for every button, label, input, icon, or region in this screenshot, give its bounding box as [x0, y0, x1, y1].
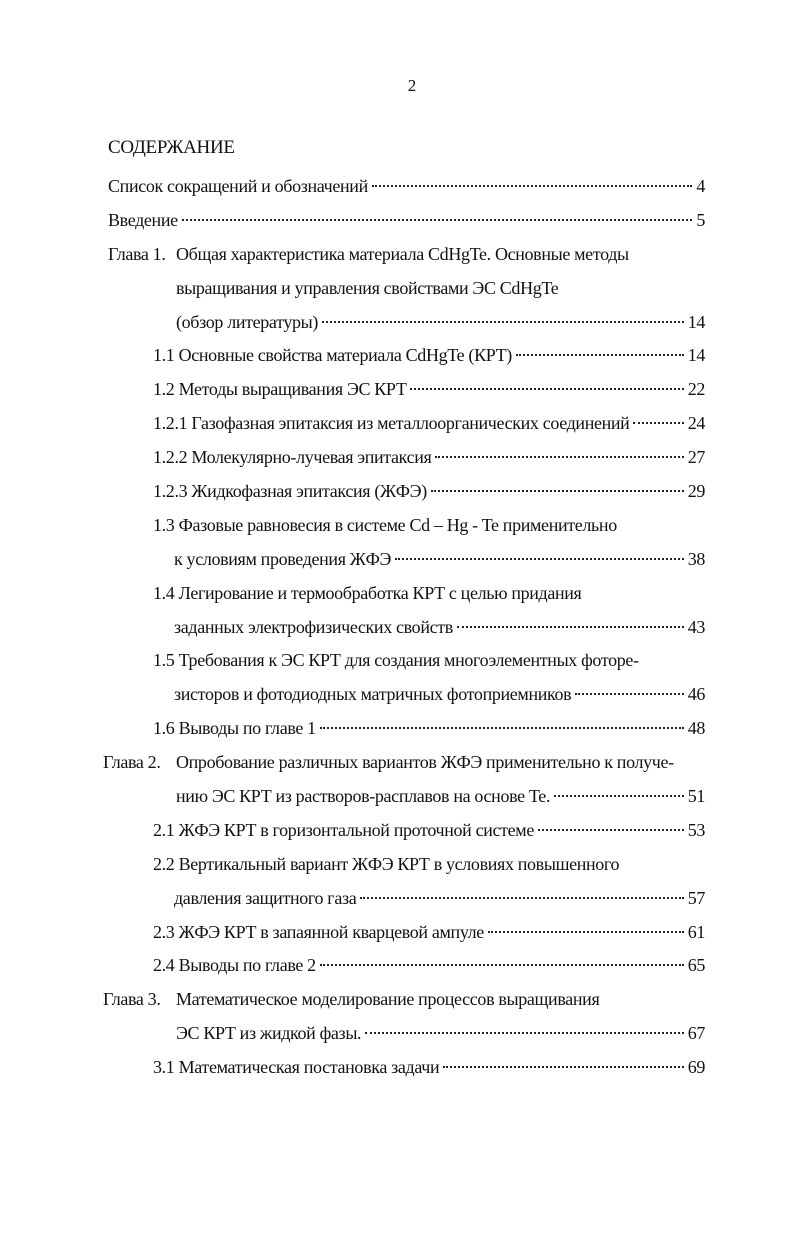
toc-entry-line: Глава 3. Математическое моделирование про… [0, 983, 793, 1017]
toc-entry-text: 1.2 Методы выращивания ЭС КРТ [153, 379, 407, 400]
toc-entry-line: 1.1 Основные свойства материала CdHgTe (… [0, 339, 793, 373]
dot-leader [181, 218, 693, 221]
toc-entry-line: 1.2.1 Газофазная эпитаксия из металлоорг… [0, 407, 793, 441]
toc-entry-text: 1.1 Основные свойства материала CdHgTe (… [153, 345, 512, 366]
dot-leader [371, 185, 693, 187]
toc-entry-line: ЭС КРТ из жидкой фазы. 67 [0, 1017, 793, 1051]
toc-entry-text: 1.4 Легирование и термообработка КРТ с ц… [153, 582, 582, 603]
toc-entry-line: 2.3 ЖФЭ КРТ в запаянной кварцевой ампуле… [0, 916, 793, 950]
chapter-label: Глава 2. [103, 752, 161, 773]
toc-entry-text: 3.1 Математическая постановка задачи [153, 1057, 440, 1078]
toc-page-number: 22 [687, 379, 706, 400]
toc-entry-text: заданных электрофизических свойств [174, 616, 453, 637]
dot-leader [319, 727, 684, 730]
toc-page-number: 53 [687, 819, 706, 840]
toc-entry-text: нию ЭС КРТ из растворов-расплавов на осн… [176, 786, 551, 807]
toc-entry-line: Список сокращений и обозначений 4 [0, 170, 793, 204]
dot-leader [575, 693, 684, 696]
dot-leader [435, 456, 684, 459]
toc-entry-text: 1.2.2 Молекулярно-лучевая эпитаксия [153, 447, 432, 468]
dot-leader [443, 1066, 684, 1069]
toc-page-number: 46 [687, 684, 706, 705]
toc-entry-text: 2.2 Вертикальный вариант ЖФЭ КРТ в услов… [153, 853, 620, 874]
toc-entry-line: Глава 1. Общая характеристика материала C… [0, 238, 793, 272]
toc-entry-text: 1.6 Выводы по главе 1 [153, 718, 316, 739]
toc-entry-line: 1.6 Выводы по главе 1 48 [0, 712, 793, 746]
toc-entry-text: выращивания и управления свойствами ЭС C… [176, 277, 559, 298]
toc-entry-text: 2.4 Выводы по главе 2 [153, 955, 316, 976]
toc-entry-text: зисторов и фотодиодных матричных фотопри… [174, 684, 572, 705]
toc-entry-text: 1.3 Фазовые равновесия в системе Cd – Hg… [153, 514, 617, 535]
toc-entry-line: 1.2 Методы выращивания ЭС КРТ 22 [0, 373, 793, 407]
toc-entry-text: 1.2.3 Жидкофазная эпитаксия (ЖФЭ) [153, 481, 427, 502]
toc-entry-line: 1.5 Требования к ЭС КРТ для создания мно… [0, 644, 793, 678]
toc-entry-line: Введение 5 [0, 204, 793, 238]
toc-entry-text: давления защитного газа [174, 887, 357, 908]
toc-entry-line: 2.2 Вертикальный вариант ЖФЭ КРТ в услов… [0, 848, 793, 882]
toc-page-number: 38 [687, 548, 706, 569]
toc-entry-text: к условиям проведения ЖФЭ [174, 548, 391, 569]
toc-entry-text: 2.3 ЖФЭ КРТ в запаянной кварцевой ампуле [153, 921, 484, 942]
toc-entry-text: 1.5 Требования к ЭС КРТ для создания мно… [153, 650, 639, 671]
toc-page-number: 48 [687, 718, 706, 739]
toc-entry-line: к условиям проведения ЖФЭ 38 [0, 543, 793, 577]
toc-entry-text: Опробование различных вариантов ЖФЭ прим… [176, 752, 674, 773]
toc-page-number: 61 [687, 921, 706, 942]
toc-entry-line: нию ЭС КРТ из растворов-расплавов на осн… [0, 780, 793, 814]
toc-entry-text: Общая характеристика материала CdHgTe. О… [176, 243, 629, 264]
page-number: 2 [407, 76, 417, 95]
toc-entry-line: Глава 2. Опробование различных вариантов … [0, 746, 793, 780]
toc-entry-text: 1.2.1 Газофазная эпитаксия из металлоорг… [153, 413, 630, 434]
toc-page-number: 4 [696, 176, 705, 196]
dot-leader [322, 320, 684, 323]
toc-page-number: 67 [687, 1023, 706, 1044]
toc-page-number: 57 [687, 887, 706, 908]
toc-page-number: 69 [687, 1057, 706, 1078]
dot-leader [633, 422, 684, 425]
dot-leader [410, 388, 684, 391]
dot-leader [515, 354, 684, 357]
dot-leader [365, 1032, 684, 1035]
dot-leader [360, 896, 684, 899]
chapter-label: Глава 1. [108, 243, 166, 264]
toc-entry-text: ЭС КРТ из жидкой фазы. [176, 1023, 362, 1044]
toc-entry-line: заданных электрофизических свойств 43 [0, 611, 793, 645]
toc-entry-text: (обзор литературы) [176, 311, 319, 332]
dot-leader [537, 828, 684, 831]
toc-entry-line: 1.2.3 Жидкофазная эпитаксия (ЖФЭ) 29 [0, 475, 793, 509]
toc-entry-line: 1.3 Фазовые равновесия в системе Cd – Hg… [0, 509, 793, 543]
toc-entry-line: давления защитного газа 57 [0, 882, 793, 916]
toc-entry-line: 2.1 ЖФЭ КРТ в горизонтальной проточной с… [0, 814, 793, 848]
toc-page-number: 43 [687, 616, 706, 637]
dot-leader [487, 930, 684, 933]
toc-entry-line: зисторов и фотодиодных матричных фотопри… [0, 678, 793, 712]
toc-page-number: 14 [687, 311, 706, 332]
dot-leader [319, 964, 684, 967]
toc-page-number: 5 [696, 209, 705, 230]
toc-entry-line: (обзор литературы) 14 [0, 306, 793, 340]
toc-entry-line: 1.2.2 Молекулярно-лучевая эпитаксия 27 [0, 441, 793, 475]
toc-page-number: 27 [687, 447, 706, 468]
toc-entry-text: Список сокращений и обозначений [108, 176, 368, 196]
toc-entry-line: 2.4 Выводы по главе 2 65 [0, 949, 793, 983]
toc-page-number: 29 [687, 481, 706, 502]
toc-page-number: 65 [687, 955, 706, 976]
toc-entry-line: 1.4 Легирование и термообработка КРТ с ц… [0, 577, 793, 611]
toc-entry-text: Введение [108, 209, 178, 230]
toc-page-number: 51 [687, 786, 706, 807]
toc-entry-text: 2.1 ЖФЭ КРТ в горизонтальной проточной с… [153, 819, 534, 840]
table-of-contents: Список сокращений и обозначений 4 Введение… [0, 170, 793, 1085]
dot-leader [430, 490, 684, 493]
toc-entry-line: 3.1 Математическая постановка задачи 69 [0, 1051, 793, 1085]
dot-leader [394, 557, 684, 560]
toc-entry-text: Математическое моделирование процессов в… [176, 989, 600, 1010]
toc-page-number: 24 [687, 413, 706, 434]
toc-page-number: 14 [687, 345, 706, 366]
toc-entry-line: выращивания и управления свойствами ЭС C… [0, 272, 793, 306]
chapter-label: Глава 3. [103, 989, 161, 1010]
dot-leader [554, 795, 684, 798]
toc-heading: СОДЕРЖАНИЕ [108, 137, 235, 158]
dot-leader [456, 625, 684, 628]
